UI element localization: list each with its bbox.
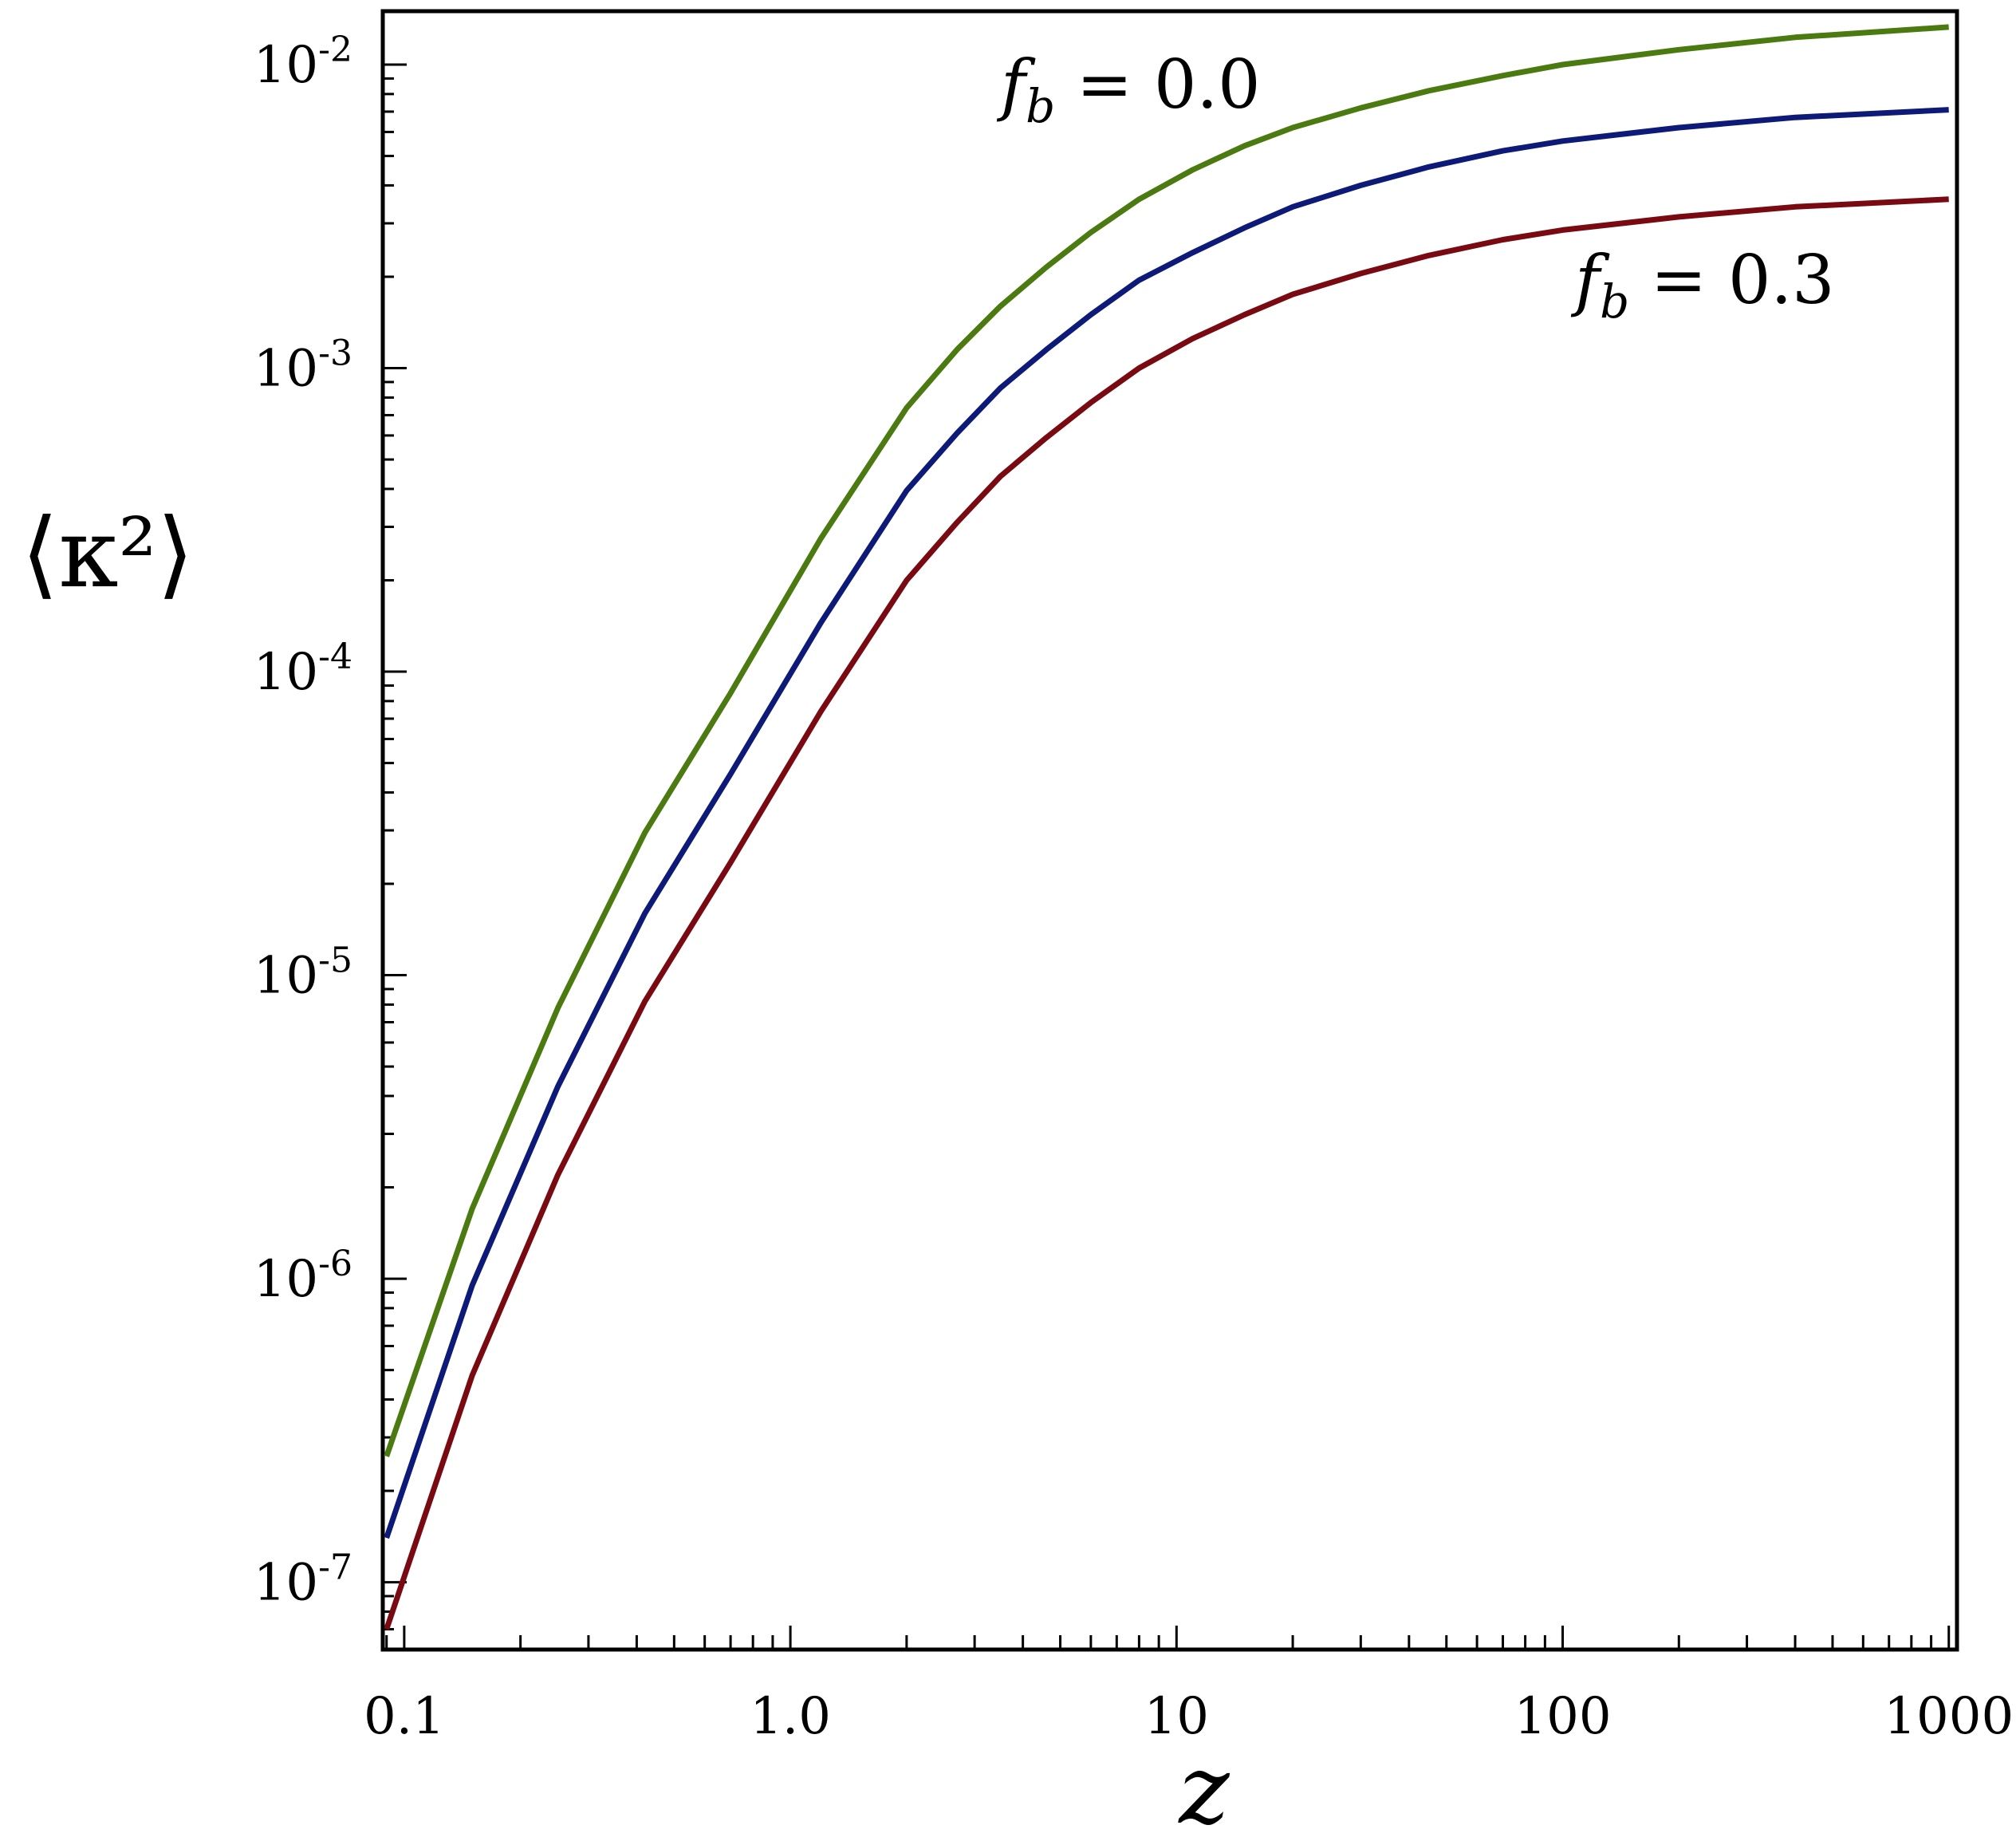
series-annotation: fb = 0.0 — [996, 45, 1261, 133]
series-annotation: fb = 0.3 — [1570, 241, 1835, 329]
y-tick-label: 10-2 — [254, 30, 352, 95]
x-tick-label: 1.0 — [750, 1687, 831, 1746]
series-line-2 — [384, 107, 1949, 1539]
x-tick-label: 0.1 — [364, 1687, 445, 1746]
x-tick-labels: 0.1 1.0 10 100 1000 — [364, 1687, 2014, 1746]
y-tick-label: 10-6 — [254, 1244, 352, 1309]
series-line-1 — [384, 24, 1949, 1457]
x-axis-title: z — [1177, 1735, 1230, 1837]
x-tick-label: 10 — [1144, 1687, 1209, 1746]
series-line-3 — [384, 196, 1949, 1630]
y-axis-title: ⟨κ²⟩ — [22, 499, 195, 609]
series-layer — [384, 24, 1949, 1630]
y-tick-label: 10-7 — [254, 1547, 352, 1613]
x-tick-label: 100 — [1514, 1687, 1611, 1746]
y-tick-labels: 10-2 10-3 10-4 10-5 10-6 10-7 — [254, 30, 352, 1613]
y-tick-label: 10-4 — [254, 637, 352, 702]
y-tick-label: 10-3 — [254, 333, 352, 399]
x-tick-label: 1000 — [1884, 1687, 2014, 1746]
y-tick-label: 10-5 — [254, 940, 352, 1006]
axis-ticks — [383, 63, 1951, 1651]
annotations: fb = 0.0 fb = 0.3 — [996, 45, 1835, 329]
